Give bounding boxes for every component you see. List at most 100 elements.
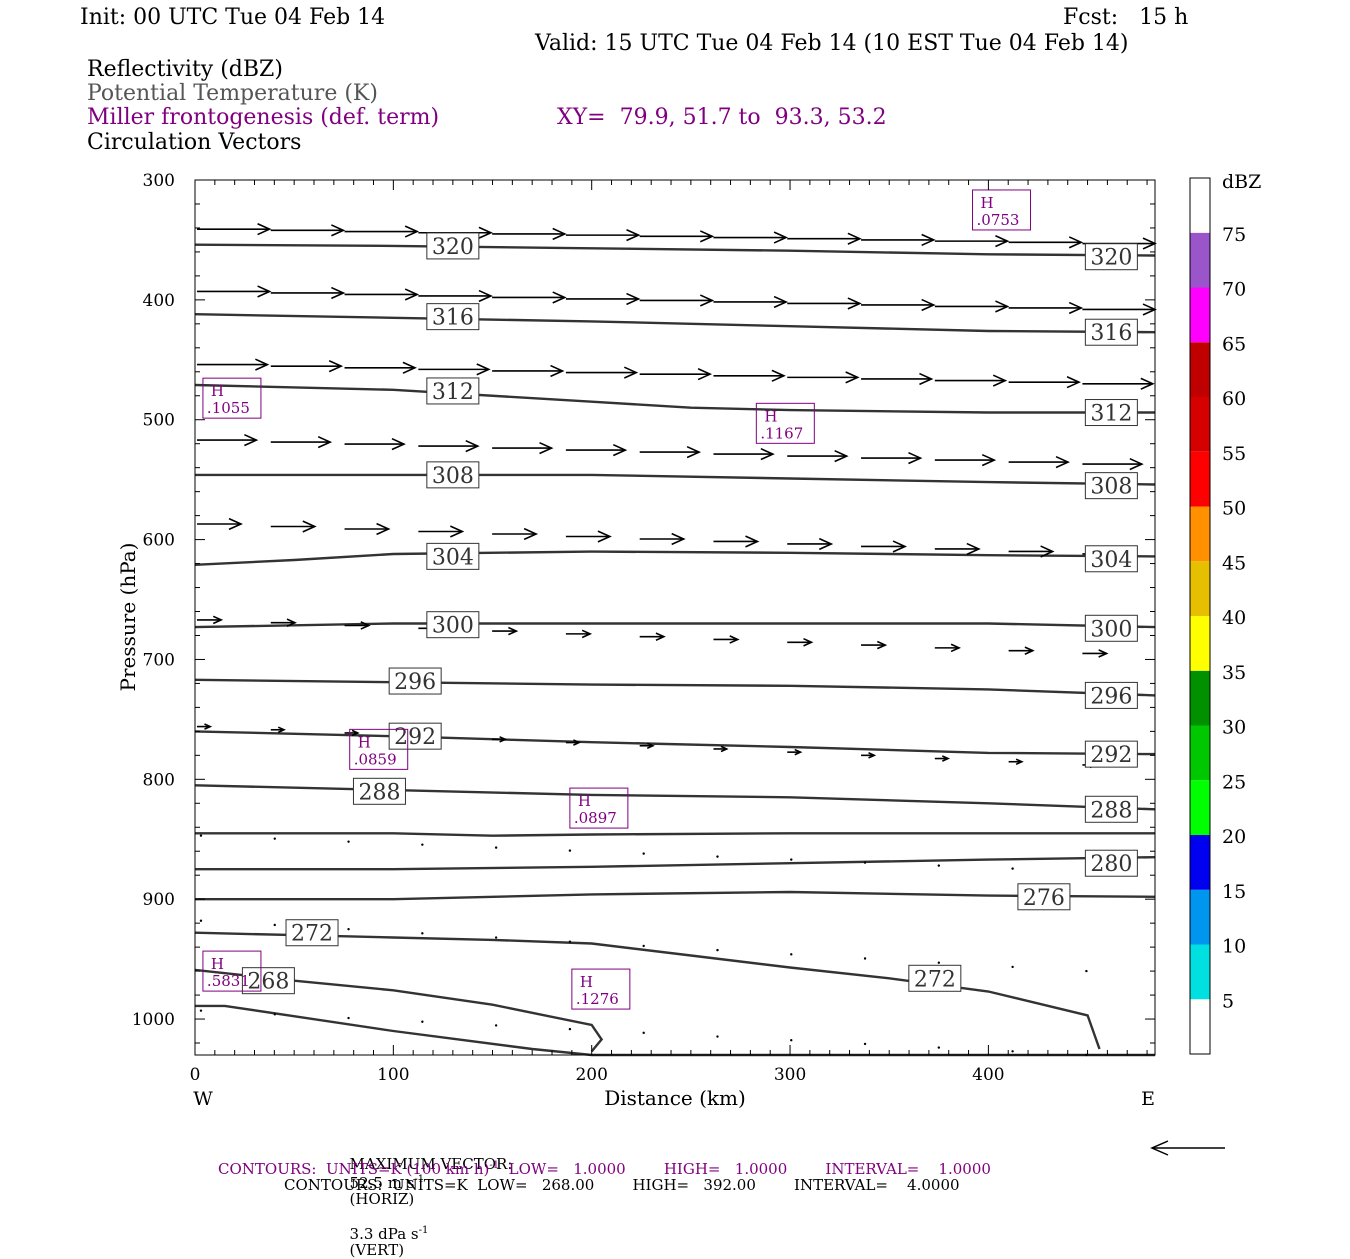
theta-label-320: 320	[426, 232, 480, 260]
colorbar-label: 65	[1222, 333, 1246, 355]
circulation-vector	[861, 540, 907, 553]
theta-contour-276	[195, 890, 1156, 901]
y-tick-label: 400	[143, 291, 175, 311]
theta-label-308: 308	[1084, 472, 1138, 500]
colorbar-segment	[1190, 342, 1210, 397]
circulation-vector	[196, 223, 272, 236]
svg-text:.0897: .0897	[574, 809, 617, 827]
circulation-vector	[787, 232, 862, 245]
circulation-vector	[492, 736, 508, 743]
theta-contour-296	[194, 678, 1156, 697]
colorbar-label: 60	[1222, 388, 1246, 410]
reflectivity-colorbar: 5 10 15 20 25 30 35 40 45 50 55 60 65 70 75 dBZ	[1189, 171, 1261, 1055]
circulation-vector	[270, 726, 286, 734]
svg-text:.5831: .5831	[207, 972, 250, 990]
circulation-vector	[344, 361, 417, 374]
circulation-vector	[494, 846, 498, 849]
y-tick-label: 600	[143, 531, 175, 551]
circulation-vector	[1008, 758, 1024, 766]
svg-text:308: 308	[432, 464, 474, 489]
circulation-vector	[861, 372, 934, 386]
colorbar-segment	[1190, 232, 1210, 288]
colorbar-segment	[1190, 506, 1210, 562]
colorbar-label: 75	[1222, 224, 1246, 246]
circulation-vector	[270, 618, 297, 628]
circulation-vector	[787, 537, 834, 551]
theta-label-272: 272	[285, 919, 339, 947]
svg-text:316: 316	[432, 306, 474, 331]
circulation-vector	[199, 919, 203, 922]
circulation-vector	[418, 289, 493, 303]
svg-text:268: 268	[247, 970, 289, 995]
svg-text:H: H	[981, 194, 994, 212]
circulation-vector	[418, 525, 465, 538]
theta-label-296: 296	[388, 667, 442, 695]
circulation-vector	[934, 235, 1010, 248]
svg-text:300: 300	[1090, 617, 1132, 642]
circulation-vector	[344, 288, 420, 301]
east-label: E	[1141, 1088, 1155, 1110]
theta-contour-288	[194, 784, 1156, 811]
plot-frame	[194, 179, 1156, 1056]
circulation-vector	[196, 358, 270, 371]
svg-text:312: 312	[1090, 402, 1132, 427]
circulation-vector	[565, 739, 582, 746]
svg-text:308: 308	[1090, 475, 1132, 500]
svg-text:H: H	[358, 733, 371, 751]
colorbar-segment	[1190, 835, 1210, 890]
circulation-vector	[494, 1024, 498, 1027]
circulation-vector	[421, 1020, 424, 1023]
init-time: Init: 00 UTC Tue 04 Feb 14	[80, 5, 386, 30]
frontogenesis-max: H.5831	[202, 950, 262, 992]
frontogenesis-max: H.0897	[569, 787, 629, 829]
svg-text:272: 272	[914, 967, 956, 992]
frontogenesis-max: H.1055	[202, 377, 262, 419]
svg-text:.1276: .1276	[576, 990, 619, 1008]
colorbar-segment	[1190, 451, 1210, 507]
theta-label-288: 288	[352, 777, 406, 805]
circulation-vector	[568, 849, 572, 852]
circulation-vector	[1011, 1050, 1014, 1053]
circulation-vector	[861, 451, 923, 465]
y-axis-label: Pressure (hPa)	[116, 543, 140, 692]
circulation-vector	[344, 437, 406, 451]
west-label: W	[193, 1088, 213, 1110]
svg-text:H: H	[578, 792, 591, 810]
circulation-vector	[492, 527, 539, 541]
circulation-vector	[713, 369, 786, 382]
colorbar-label: 30	[1222, 717, 1246, 739]
field-reflectivity: Reflectivity (dBZ)	[87, 57, 283, 82]
circulation-vector	[713, 635, 740, 644]
colorbar-label: 55	[1222, 443, 1246, 465]
colorbar-label: 70	[1222, 279, 1246, 301]
theta-contour-304	[194, 550, 1156, 566]
vert-unit: (VERT)	[349, 1241, 405, 1259]
circulation-vector	[713, 535, 760, 548]
y-tick-label: 900	[143, 890, 175, 910]
circulation-vector	[1008, 301, 1084, 315]
svg-text:316: 316	[1090, 321, 1132, 346]
colorbar-segment	[1190, 397, 1210, 452]
theta-contour-272	[194, 931, 1101, 1050]
svg-text:296: 296	[394, 670, 436, 695]
circulation-vector	[492, 441, 554, 455]
field-frontogenesis: Miller frontogenesis (def. term)	[87, 105, 440, 130]
theta-label-312: 312	[426, 377, 480, 405]
colorbar-label: 50	[1222, 498, 1246, 520]
colorbar-segment	[1190, 561, 1210, 616]
circulation-vector	[196, 517, 243, 531]
colorbar-segment	[1190, 999, 1210, 1054]
theta-label-304: 304	[1084, 545, 1138, 573]
theta-contour-316	[194, 313, 1156, 334]
circulation-vector	[937, 864, 941, 867]
circulation-vector	[494, 936, 498, 939]
circulation-vector	[1082, 303, 1157, 316]
circulation-vector	[787, 371, 860, 384]
theta-label-312: 312	[1084, 399, 1138, 427]
theta-label-292: 292	[388, 722, 442, 750]
svg-text:304: 304	[1090, 548, 1132, 573]
forecast-hour: Fcst: 15 h	[1063, 5, 1189, 30]
x-tick-label: 400	[972, 1065, 1004, 1085]
svg-text:H: H	[211, 382, 224, 400]
